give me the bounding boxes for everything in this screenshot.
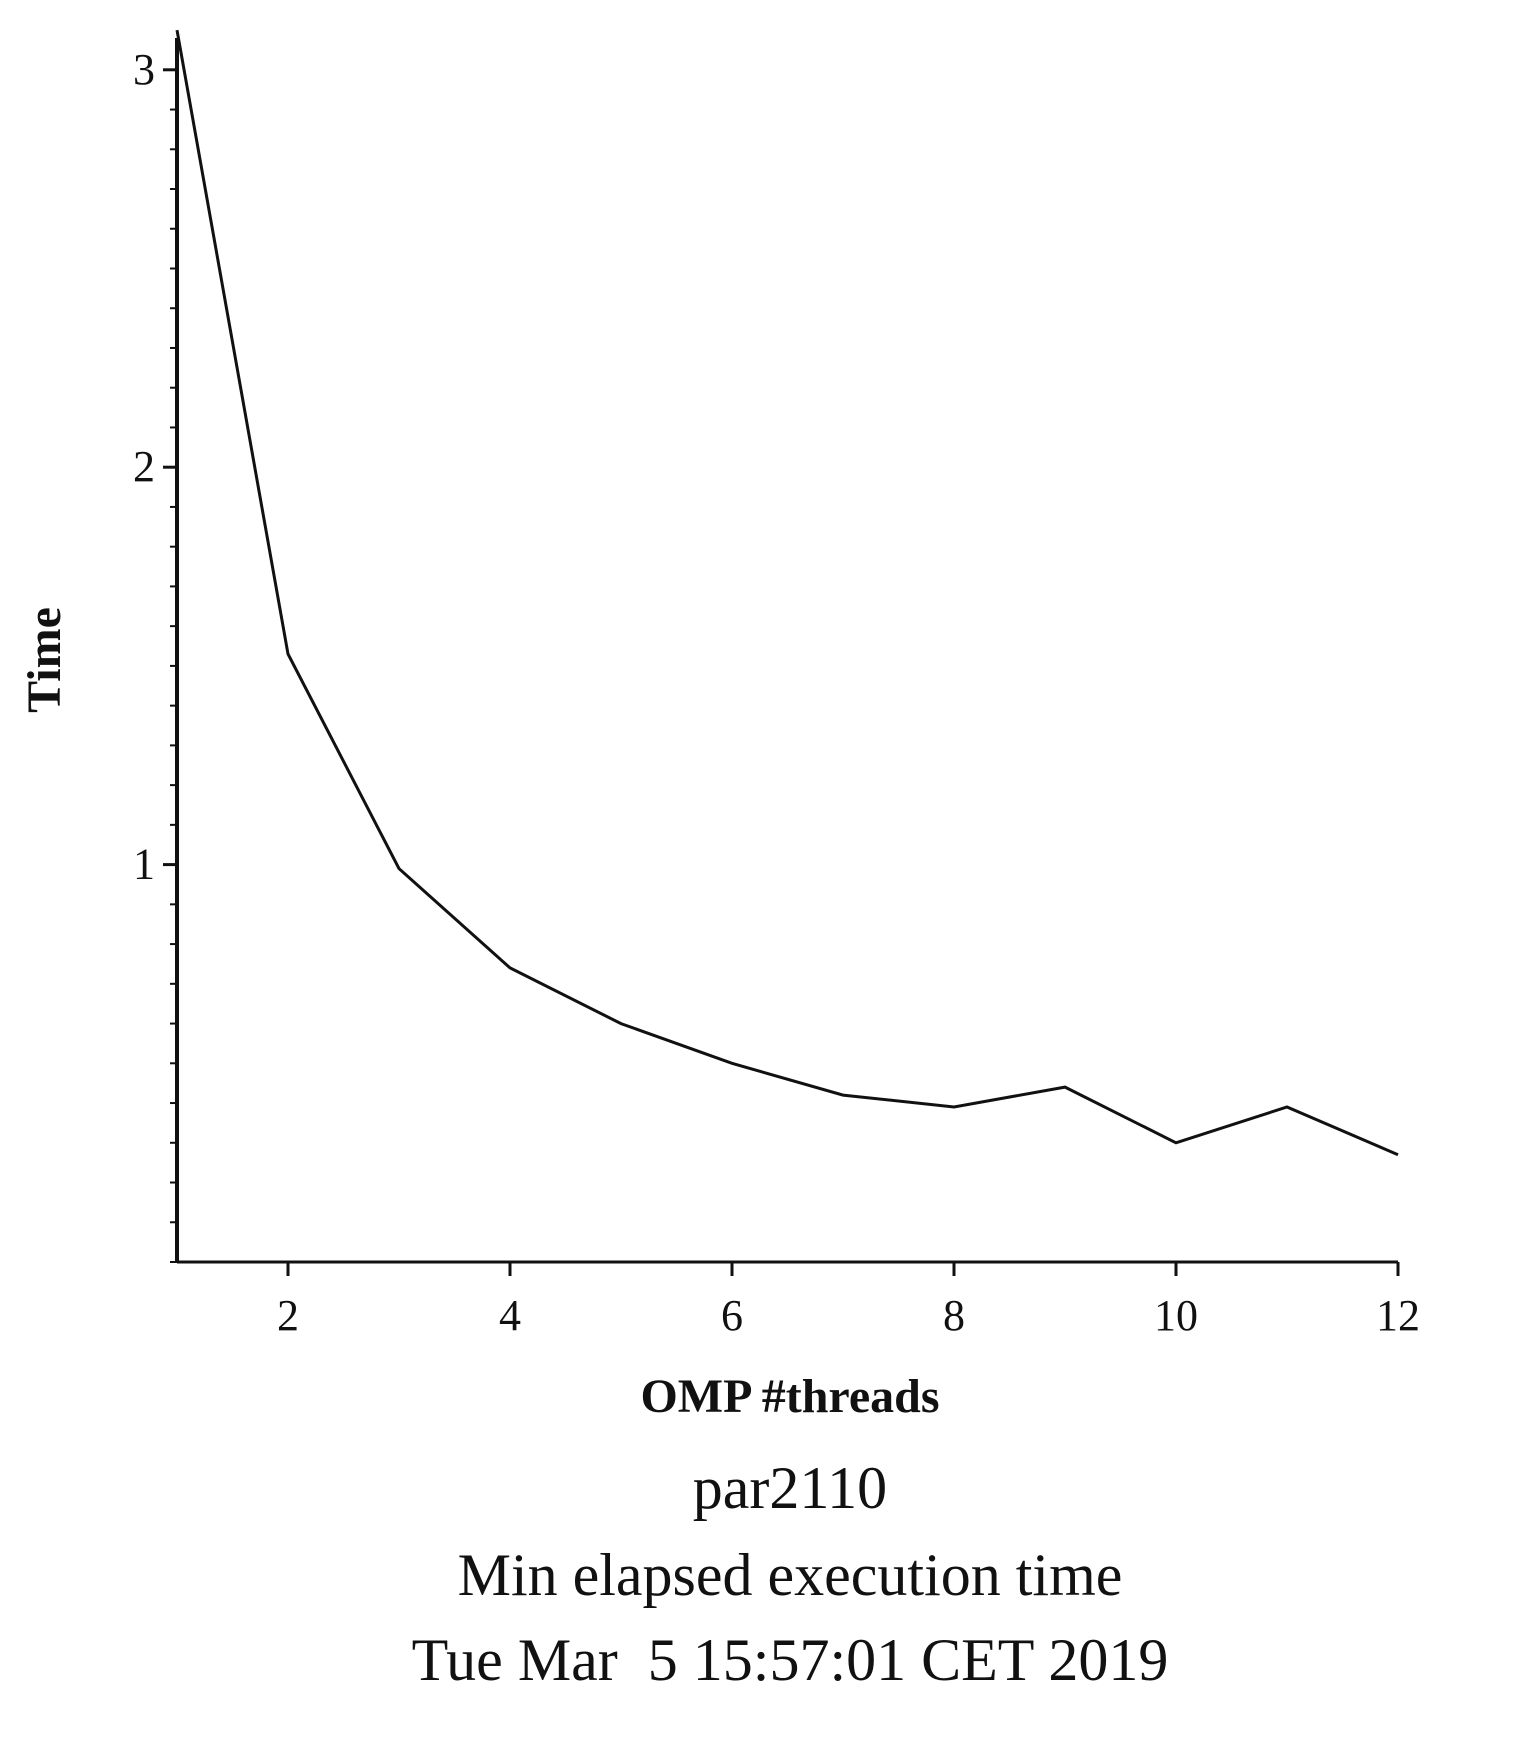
caption-line-3: Tue Mar 5 15:57:01 CET 2019 [412, 1627, 1169, 1693]
caption-line-1: par2110 [693, 1455, 887, 1521]
x-tick-label: 8 [943, 1291, 965, 1340]
x-tick-label: 4 [499, 1291, 521, 1340]
x-ticks: 2 4 6 8 10 12 [277, 1262, 1420, 1340]
x-tick-label: 2 [277, 1291, 299, 1340]
y-tick-label: 3 [133, 45, 155, 94]
caption-line-2: Min elapsed execution time [458, 1542, 1123, 1608]
x-tick-label: 10 [1154, 1291, 1198, 1340]
y-tick-label: 1 [133, 840, 155, 889]
y-tick-label: 2 [133, 442, 155, 491]
series-line [175, 29, 1399, 1157]
x-axis-title: OMP #threads [640, 1370, 939, 1423]
y-axis-title: Time [18, 607, 71, 713]
x-tick-label: 12 [1376, 1291, 1420, 1340]
x-tick-label: 6 [721, 1291, 743, 1340]
y-major-ticks: 1 2 3 [133, 45, 177, 889]
